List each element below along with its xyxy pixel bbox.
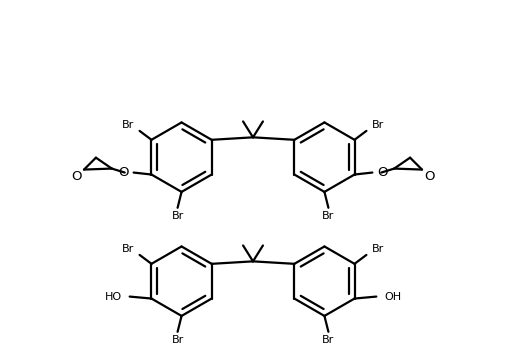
Text: Br: Br [171, 211, 183, 221]
Text: OH: OH [383, 292, 400, 302]
Text: Br: Br [322, 211, 334, 221]
Text: Br: Br [372, 120, 384, 130]
Text: Br: Br [121, 120, 133, 130]
Text: O: O [424, 170, 434, 183]
Text: Br: Br [322, 335, 334, 345]
Text: O: O [118, 166, 128, 179]
Text: HO: HO [105, 292, 122, 302]
Text: Br: Br [121, 244, 133, 254]
Text: O: O [377, 166, 387, 179]
Text: Br: Br [372, 244, 384, 254]
Text: Br: Br [171, 335, 183, 345]
Text: O: O [71, 170, 81, 183]
